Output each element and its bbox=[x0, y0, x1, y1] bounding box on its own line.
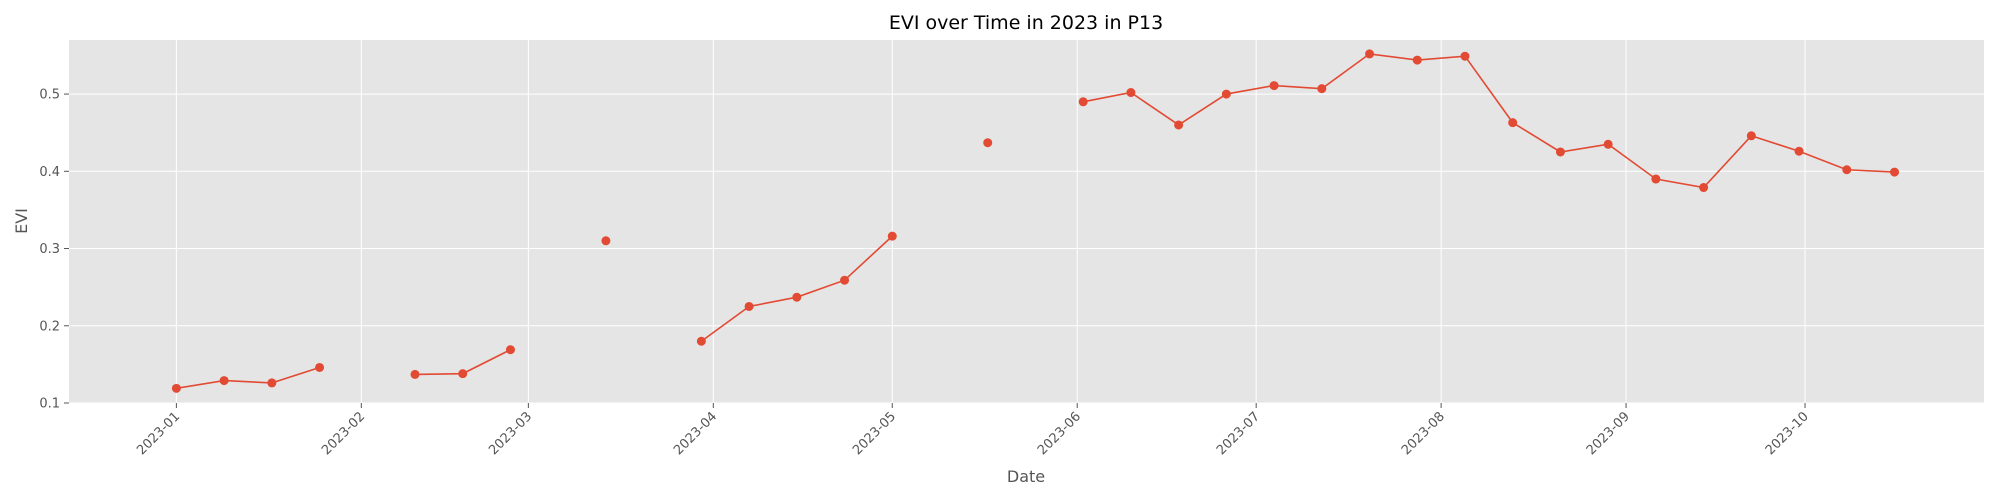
y-tick-label: 0.3 bbox=[39, 242, 60, 257]
x-tick-label: 2023-03 bbox=[486, 409, 535, 458]
data-point bbox=[1603, 139, 1613, 149]
x-tick-label: 2023-08 bbox=[1399, 409, 1448, 458]
data-point bbox=[219, 376, 229, 386]
data-point bbox=[410, 369, 420, 379]
x-tick-label: 2023-02 bbox=[319, 409, 368, 458]
y-tick-label: 0.1 bbox=[39, 397, 60, 412]
x-tick-label: 2023-01 bbox=[134, 409, 183, 458]
data-point bbox=[1699, 183, 1709, 193]
series-line-segment bbox=[176, 366, 320, 390]
x-tick-label: 2023-04 bbox=[671, 409, 720, 458]
plot-area bbox=[69, 40, 1984, 403]
data-point bbox=[792, 292, 802, 302]
x-tick-label: 2023-09 bbox=[1584, 409, 1633, 458]
grid-lines bbox=[69, 40, 1984, 404]
y-axis-label: EVI bbox=[12, 208, 31, 234]
y-tick-label: 0.2 bbox=[39, 319, 60, 334]
y-tick-label: 0.4 bbox=[39, 165, 60, 180]
x-axis-ticks: 2023-01 2023-02 2023-03 2023-04 2023-05 2023-… bbox=[134, 403, 1812, 458]
series-evi bbox=[171, 49, 1900, 393]
data-point bbox=[840, 275, 850, 285]
data-point bbox=[267, 378, 277, 388]
data-point bbox=[983, 138, 993, 148]
chart-title: EVI over Time in 2023 in P13 bbox=[889, 12, 1163, 34]
data-point bbox=[1221, 89, 1231, 99]
data-point bbox=[744, 301, 754, 311]
y-axis-ticks: 0.1 0.2 0.3 0.4 0.5 bbox=[39, 88, 69, 412]
data-point bbox=[458, 369, 468, 379]
data-point bbox=[505, 345, 515, 355]
data-point bbox=[1460, 51, 1470, 61]
data-point bbox=[696, 336, 706, 346]
data-point bbox=[315, 362, 325, 372]
x-tick-label: 2023-10 bbox=[1763, 409, 1812, 458]
x-tick-label: 2023-06 bbox=[1035, 409, 1084, 458]
y-tick-label: 0.5 bbox=[39, 88, 60, 103]
x-tick-label: 2023-05 bbox=[850, 409, 899, 458]
data-point bbox=[1365, 49, 1375, 59]
x-tick-label: 2023-07 bbox=[1214, 409, 1263, 458]
data-point bbox=[1794, 146, 1804, 156]
data-point bbox=[601, 236, 611, 246]
x-axis-label: Date bbox=[1007, 467, 1045, 486]
data-point bbox=[1555, 147, 1565, 157]
data-point bbox=[1651, 174, 1661, 184]
series-line-segment bbox=[1083, 53, 1895, 189]
data-point bbox=[1174, 120, 1184, 130]
data-point bbox=[1746, 131, 1756, 141]
data-point bbox=[1412, 55, 1422, 65]
data-point bbox=[171, 383, 181, 393]
data-point bbox=[1078, 97, 1088, 107]
data-point bbox=[1890, 167, 1900, 177]
data-point bbox=[887, 231, 897, 241]
data-point bbox=[1269, 81, 1279, 91]
data-point bbox=[1842, 165, 1852, 175]
data-point bbox=[1126, 88, 1136, 98]
data-point bbox=[1508, 118, 1518, 128]
data-point bbox=[1317, 84, 1327, 94]
